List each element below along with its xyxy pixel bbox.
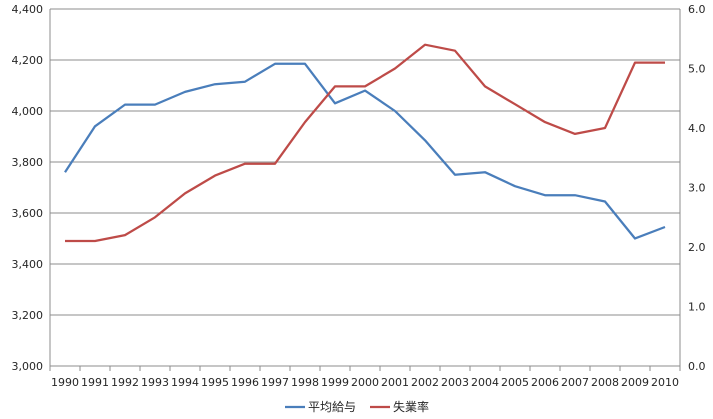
y-left-tick-label: 3,600 bbox=[12, 207, 44, 220]
x-tick-label: 2001 bbox=[381, 376, 409, 389]
series-line bbox=[64, 62, 666, 240]
y-right-tick-label: 6.0 bbox=[688, 3, 706, 16]
y-left-tick-label: 4,200 bbox=[12, 54, 44, 67]
x-tick-label: 1996 bbox=[231, 376, 259, 389]
legend-label: 平均給与 bbox=[308, 400, 356, 414]
y-left-tick-label: 3,200 bbox=[12, 309, 44, 322]
legend-label: 失業率 bbox=[393, 399, 429, 414]
x-tick-label: 2009 bbox=[621, 376, 649, 389]
x-tick-label: 2008 bbox=[591, 376, 619, 389]
x-tick-label: 1997 bbox=[261, 376, 289, 389]
y-right-tick-label: 0.0 bbox=[688, 360, 706, 373]
tick-labels: 3,000 3,200 3,400 3,600 3,800 4,000 4,200 4,400… bbox=[12, 3, 706, 389]
y-right-tick-label: 5.0 bbox=[688, 63, 706, 76]
y-left-tick-label: 4,400 bbox=[12, 3, 44, 16]
x-tick-label: 1992 bbox=[111, 376, 139, 389]
x-tick-label: 1993 bbox=[141, 376, 169, 389]
x-tick-label: 2005 bbox=[501, 376, 529, 389]
axes bbox=[49, 9, 681, 371]
y-right-tick-label: 3.0 bbox=[688, 182, 706, 195]
x-tick-label: 1998 bbox=[291, 376, 319, 389]
x-tick-label: 2003 bbox=[441, 376, 469, 389]
series-lines bbox=[64, 43, 666, 243]
y-right-tick-label: 4.0 bbox=[688, 122, 706, 135]
x-tick-label: 1995 bbox=[201, 376, 229, 389]
x-tick-label: 1999 bbox=[321, 376, 349, 389]
y-left-tick-label: 3,400 bbox=[12, 258, 44, 271]
legend: 平均給与 失業率 bbox=[285, 399, 429, 414]
x-tick-label: 1994 bbox=[171, 376, 199, 389]
gridlines bbox=[50, 8, 680, 316]
x-tick-label: 2007 bbox=[561, 376, 589, 389]
x-tick-label: 2000 bbox=[351, 376, 379, 389]
x-tick-label: 2002 bbox=[411, 376, 439, 389]
y-right-tick-label: 1.0 bbox=[688, 301, 706, 314]
y-left-tick-label: 4,000 bbox=[12, 105, 44, 118]
x-tick-label: 2010 bbox=[651, 376, 679, 389]
x-tick-label: 1991 bbox=[81, 376, 109, 389]
x-tick-label: 1990 bbox=[51, 376, 79, 389]
x-tick-label: 2004 bbox=[471, 376, 499, 389]
y-left-tick-label: 3,800 bbox=[12, 156, 44, 169]
y-right-tick-label: 2.0 bbox=[688, 241, 706, 254]
x-tick-label: 2006 bbox=[531, 376, 559, 389]
series-line bbox=[65, 43, 665, 243]
y-left-tick-label: 3,000 bbox=[12, 360, 44, 373]
